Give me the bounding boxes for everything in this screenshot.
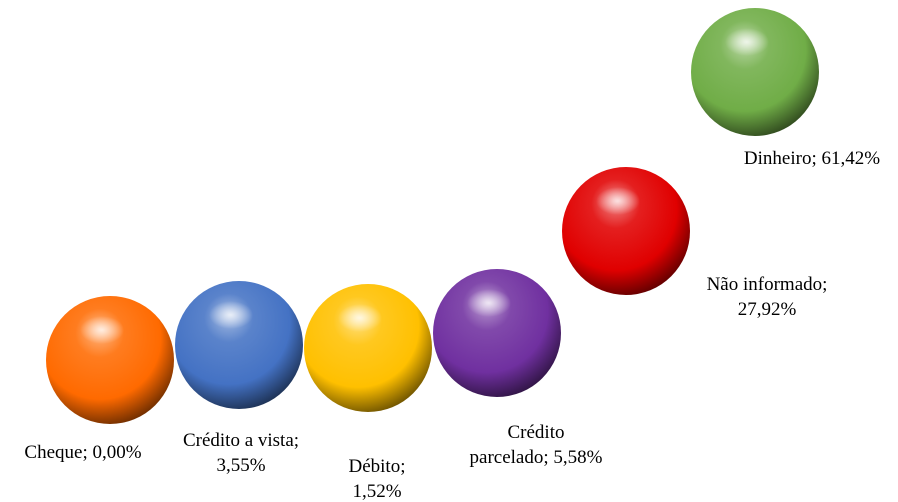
data-label-line: Dinheiro; 61,42% xyxy=(744,148,880,169)
data-label-line: 1,52% xyxy=(352,481,401,502)
data-label-cheque: Cheque; 0,00% xyxy=(24,442,141,463)
data-label-dinheiro: Dinheiro; 61,42% xyxy=(744,148,880,169)
bubble-highlight-dinheiro xyxy=(725,28,769,56)
data-label-line: 27,92% xyxy=(738,299,797,320)
data-label-nao-informado: Não informado; 27,92% xyxy=(707,274,828,320)
bubble-highlight-nao-informado xyxy=(596,187,640,215)
bubble-dinheiro xyxy=(691,8,819,136)
data-label-line: Crédito xyxy=(508,422,565,443)
bubble-nao-informado xyxy=(562,167,690,295)
data-label-line: Não informado; xyxy=(707,274,828,295)
bubble-credito-a-vista xyxy=(175,281,303,409)
data-label-line: Débito; xyxy=(349,456,406,477)
bubble-highlight-credito-a-vista xyxy=(209,301,253,329)
bubble-highlight-credito-parcelado xyxy=(467,289,511,317)
bubbles-group xyxy=(46,8,819,424)
data-label-line: parcelado; 5,58% xyxy=(470,447,603,468)
bubble-debito xyxy=(304,284,432,412)
data-label-line: Crédito a vista; xyxy=(183,430,299,451)
data-label-credito-a-vista: Crédito a vista; 3,55% xyxy=(183,430,299,476)
data-label-line: Cheque; 0,00% xyxy=(24,442,141,463)
bubble-credito-parcelado xyxy=(433,269,561,397)
bubble-highlight-debito xyxy=(338,304,382,332)
data-label-line: 3,55% xyxy=(216,455,265,476)
bubble-cheque xyxy=(46,296,174,424)
bubble-highlight-cheque xyxy=(80,316,124,344)
data-label-debito: Débito; 1,52% xyxy=(349,456,406,502)
labels-group: Cheque; 0,00% Crédito a vista; 3,55% Débito… xyxy=(24,148,880,502)
data-label-credito-parcelado: Crédito parcelado; 5,58% xyxy=(470,422,603,468)
